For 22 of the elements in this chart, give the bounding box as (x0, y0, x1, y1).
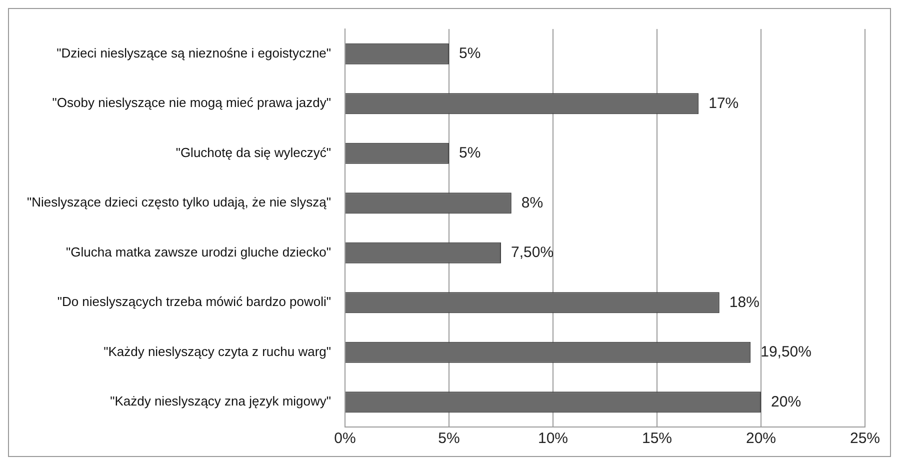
data-label: 5% (459, 45, 481, 62)
data-label: 20% (771, 393, 802, 410)
x-tick-label: 5% (438, 430, 460, 448)
data-label: 19,50% (760, 344, 812, 361)
y-tick-label: "Dzieci nieslyszące są nieznośne i egoistyczne" (56, 45, 332, 60)
x-tick-label: 25% (850, 430, 880, 448)
data-label: 8% (521, 194, 544, 212)
data-label: 7,50% (511, 244, 554, 262)
data-label: 5% (459, 144, 481, 162)
y-tick-label: "Glucha matka zawsze urodzi gluche dziecko" (66, 244, 332, 260)
y-tick-label: "Gluchotę da się wyleczyć" (176, 144, 332, 160)
x-tick-label: 10% (538, 430, 568, 448)
data-label: 17% (708, 94, 739, 112)
x-tick-label: 0% (334, 430, 356, 448)
y-tick-label: "Każdy nieslyszący czyta z ruchu warg" (104, 344, 332, 359)
y-tick-label: "Do nieslyszących trzeba mówić bardzo powoli" (57, 294, 332, 310)
y-tick-label: "Każdy nieslyszący zna język migowy" (110, 394, 332, 409)
y-tick-label: "Osoby nieslyszące nie mogą mieć prawa jazdy" (52, 95, 332, 110)
x-tick-label: 20% (746, 430, 776, 448)
y-tick-label: "Nieslyszące dzieci często tylko udają, że nie slyszą" (26, 194, 332, 210)
data-label: 18% (729, 294, 760, 311)
x-tick-label: 15% (642, 430, 672, 448)
